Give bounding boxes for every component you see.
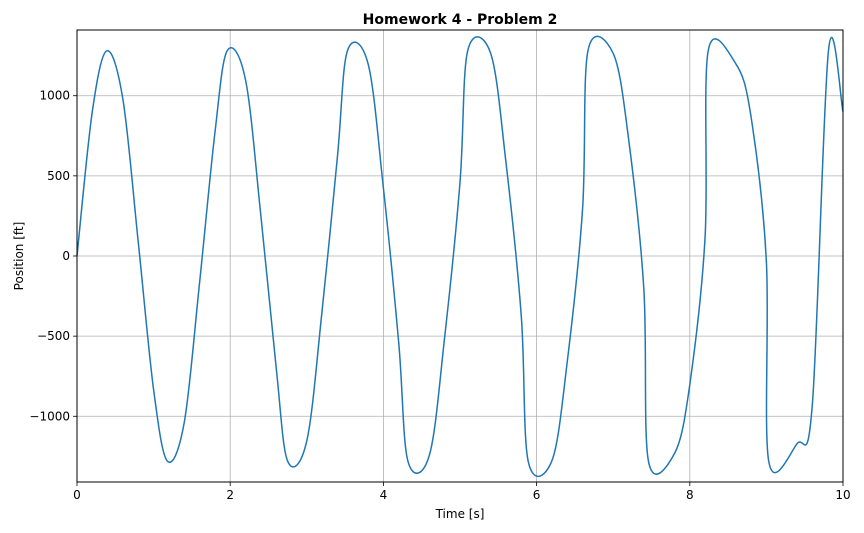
x-tick-label: 10 <box>835 488 850 502</box>
y-tick-label: −500 <box>37 329 70 343</box>
y-tick-label: −1000 <box>29 409 70 423</box>
y-tick-label: 1000 <box>39 89 70 103</box>
x-tick-label: 8 <box>686 488 694 502</box>
x-tick-label: 6 <box>533 488 541 502</box>
x-tick-label: 0 <box>73 488 81 502</box>
y-axis: −1000 −500 0 500 1000 <box>29 89 77 423</box>
series-layer <box>76 35 844 477</box>
y-tick-label: 0 <box>62 249 70 263</box>
x-tick-label: 4 <box>380 488 388 502</box>
x-tick-label: 2 <box>226 488 234 502</box>
x-axis: 0 2 4 6 8 10 <box>73 482 851 502</box>
series-line <box>76 35 844 477</box>
y-axis-label: Position [ft] <box>12 222 26 291</box>
y-tick-label: 500 <box>47 169 70 183</box>
x-axis-label: Time [s] <box>435 507 485 521</box>
chart-title: Homework 4 - Problem 2 <box>363 12 558 28</box>
